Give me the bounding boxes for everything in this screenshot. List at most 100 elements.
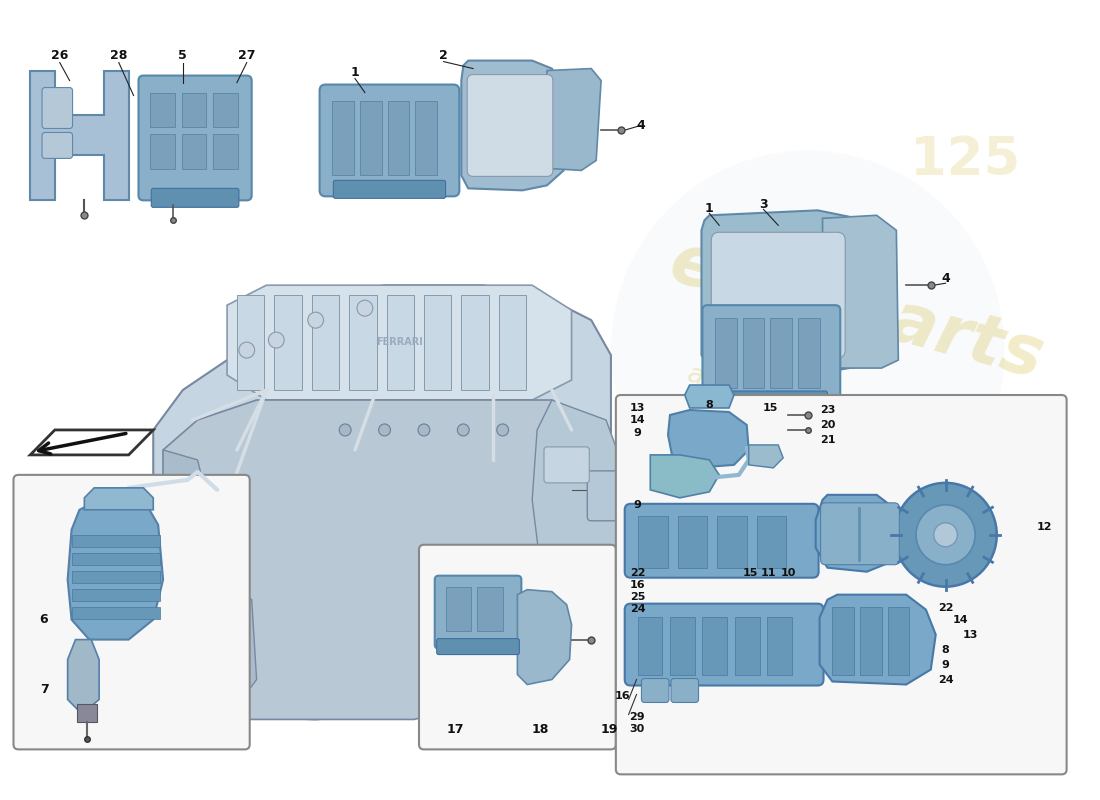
Bar	[888, 606, 910, 674]
FancyBboxPatch shape	[437, 638, 519, 654]
Text: 16: 16	[615, 691, 630, 702]
Polygon shape	[517, 590, 572, 685]
Text: 24: 24	[938, 674, 954, 685]
Text: 16: 16	[629, 580, 646, 590]
Text: 11: 11	[761, 568, 777, 578]
Bar	[638, 617, 662, 674]
Text: 7: 7	[40, 683, 48, 696]
Bar	[72, 534, 161, 546]
Bar	[415, 101, 437, 175]
Bar	[798, 318, 820, 388]
FancyBboxPatch shape	[139, 75, 252, 200]
Text: 27: 27	[238, 49, 255, 62]
FancyBboxPatch shape	[13, 475, 250, 750]
Bar	[715, 318, 737, 388]
FancyBboxPatch shape	[712, 232, 845, 358]
FancyBboxPatch shape	[616, 395, 1067, 774]
Text: 13: 13	[962, 630, 978, 639]
Text: 9: 9	[942, 659, 949, 670]
Text: 17: 17	[447, 723, 464, 736]
Polygon shape	[820, 594, 936, 685]
Bar	[77, 705, 97, 722]
Text: 20: 20	[820, 420, 835, 430]
Bar	[72, 570, 161, 582]
Bar	[768, 617, 792, 674]
Circle shape	[894, 483, 997, 586]
FancyBboxPatch shape	[713, 391, 827, 408]
Text: 1: 1	[351, 66, 360, 79]
Text: 6: 6	[40, 613, 48, 626]
Bar	[311, 295, 339, 390]
FancyBboxPatch shape	[320, 85, 460, 196]
FancyBboxPatch shape	[703, 305, 840, 405]
Text: 23: 23	[820, 405, 835, 415]
Circle shape	[610, 150, 1004, 550]
Polygon shape	[163, 400, 606, 719]
FancyBboxPatch shape	[625, 604, 824, 686]
Polygon shape	[532, 400, 620, 610]
Polygon shape	[30, 430, 153, 455]
FancyBboxPatch shape	[42, 133, 73, 158]
Bar	[742, 318, 764, 388]
FancyBboxPatch shape	[641, 678, 669, 702]
Text: a passion for parts: a passion for parts	[685, 362, 931, 438]
FancyBboxPatch shape	[419, 545, 616, 750]
Polygon shape	[67, 500, 163, 639]
Polygon shape	[163, 450, 246, 620]
Polygon shape	[650, 455, 719, 498]
FancyBboxPatch shape	[625, 504, 818, 578]
Polygon shape	[547, 69, 601, 170]
Bar	[833, 606, 854, 674]
Bar	[72, 589, 161, 601]
Text: 4: 4	[636, 119, 645, 132]
Bar	[678, 516, 707, 568]
Text: 21: 21	[820, 435, 835, 445]
Text: 15: 15	[762, 403, 778, 413]
Bar	[757, 516, 786, 568]
Bar	[332, 101, 354, 175]
Text: 3: 3	[759, 198, 768, 211]
Bar	[670, 617, 694, 674]
Text: 19: 19	[601, 723, 617, 736]
Text: 8: 8	[705, 400, 713, 410]
Bar	[213, 134, 238, 170]
Bar	[461, 295, 488, 390]
Bar	[360, 101, 382, 175]
Polygon shape	[816, 495, 904, 572]
Text: 1: 1	[705, 202, 714, 215]
Text: 9: 9	[634, 500, 641, 510]
FancyBboxPatch shape	[152, 188, 239, 207]
FancyBboxPatch shape	[42, 87, 73, 129]
Text: 2: 2	[439, 49, 448, 62]
Bar	[387, 101, 409, 175]
FancyBboxPatch shape	[671, 678, 698, 702]
Polygon shape	[749, 445, 783, 468]
Text: 5: 5	[178, 49, 187, 62]
Circle shape	[358, 300, 373, 316]
Circle shape	[418, 424, 430, 436]
FancyBboxPatch shape	[587, 471, 649, 521]
Bar	[213, 93, 238, 127]
Polygon shape	[668, 410, 749, 468]
Text: 26: 26	[51, 49, 68, 62]
Bar	[498, 295, 526, 390]
Text: 22: 22	[630, 568, 646, 578]
Text: 14: 14	[953, 614, 968, 625]
Bar	[236, 295, 264, 390]
FancyBboxPatch shape	[468, 74, 553, 176]
Bar	[151, 134, 175, 170]
Bar	[72, 553, 161, 565]
Circle shape	[165, 512, 220, 568]
Circle shape	[458, 424, 470, 436]
Bar	[703, 617, 727, 674]
FancyBboxPatch shape	[821, 503, 900, 565]
Circle shape	[339, 424, 351, 436]
Bar	[349, 295, 376, 390]
Bar	[770, 318, 792, 388]
Bar	[424, 295, 451, 390]
Circle shape	[268, 332, 284, 348]
Polygon shape	[823, 215, 899, 368]
Circle shape	[916, 505, 975, 565]
Polygon shape	[85, 488, 153, 510]
FancyBboxPatch shape	[333, 180, 446, 198]
